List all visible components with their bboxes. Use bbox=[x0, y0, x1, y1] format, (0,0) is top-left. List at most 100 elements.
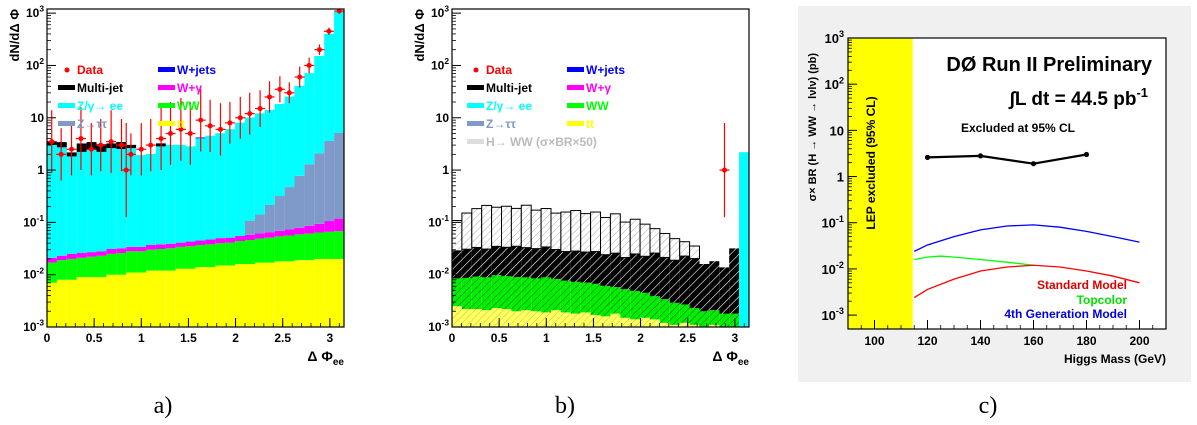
bar-multi-jet bbox=[659, 257, 670, 300]
x-tick-label: 140 bbox=[970, 334, 990, 348]
y-tick-label: 10-3 bbox=[428, 318, 449, 334]
bar-w- bbox=[324, 221, 335, 232]
bar-multi-jet bbox=[471, 247, 482, 277]
data-point bbox=[78, 136, 84, 142]
data-point bbox=[198, 117, 204, 123]
bar-ww bbox=[294, 234, 305, 261]
bar-ww bbox=[541, 277, 551, 313]
legend-swatch bbox=[467, 121, 484, 126]
bar-z-ee bbox=[254, 113, 265, 215]
bar-multi-jet bbox=[610, 253, 621, 288]
data-point bbox=[123, 167, 129, 173]
y-axis-title: dN/dΔ Φ bbox=[412, 9, 427, 62]
data-point bbox=[267, 94, 273, 100]
bar-w- bbox=[294, 227, 305, 235]
bar-ww bbox=[136, 251, 146, 273]
caption-c: c) bbox=[979, 393, 998, 419]
bar-z-ee bbox=[106, 148, 117, 249]
data-point bbox=[721, 167, 727, 173]
bar-ww bbox=[630, 290, 641, 320]
legend-marker bbox=[64, 67, 70, 73]
legend-marker bbox=[473, 67, 479, 73]
legend-swatch bbox=[58, 121, 75, 126]
x-tick-label: 3 bbox=[732, 331, 739, 345]
curve-topcolor bbox=[914, 255, 1034, 266]
bar-ww bbox=[452, 278, 462, 307]
data-point bbox=[217, 126, 223, 132]
bar-ww bbox=[560, 280, 571, 313]
bar-tt bbox=[264, 262, 275, 327]
bar-w- bbox=[126, 246, 137, 252]
bar-tt bbox=[590, 314, 601, 327]
data-point bbox=[286, 90, 292, 96]
bar-ww bbox=[47, 262, 57, 283]
bar-ww bbox=[669, 302, 680, 325]
legend-label: H→ WW (σ×BR×50) bbox=[486, 135, 597, 149]
data-point bbox=[49, 139, 55, 145]
excluded-annotation: Excluded at 95% CL bbox=[961, 121, 1075, 135]
bar-ww bbox=[284, 235, 295, 262]
bar-w- bbox=[76, 252, 87, 258]
bar-tt bbox=[126, 272, 137, 327]
bar-w- bbox=[314, 223, 325, 233]
y-tick-label: 10-2 bbox=[23, 265, 44, 281]
bar-z- bbox=[324, 140, 335, 222]
bar-z-ee bbox=[185, 146, 196, 242]
legend-swatch bbox=[158, 85, 175, 90]
bar-multi-jet bbox=[719, 267, 730, 314]
bar-ww bbox=[491, 275, 502, 309]
bar-h-ww-br-50- bbox=[461, 212, 473, 250]
bar-tt bbox=[155, 270, 166, 327]
bar-tt bbox=[491, 308, 502, 327]
bar-z-ee bbox=[284, 96, 295, 188]
bar-multi-jet bbox=[709, 261, 720, 311]
bar-tt bbox=[471, 309, 482, 327]
bar-multi-jet bbox=[600, 254, 611, 286]
data-point bbox=[158, 136, 164, 142]
bar-z- bbox=[294, 175, 305, 228]
bar-tt bbox=[560, 312, 571, 327]
bar-multi-jet bbox=[689, 258, 700, 309]
data-point bbox=[247, 111, 253, 117]
bar-tt bbox=[452, 306, 462, 327]
bar-tt bbox=[570, 313, 581, 327]
bar-z-ee bbox=[56, 147, 67, 256]
bar-ww bbox=[146, 249, 156, 271]
bar-multi-jet bbox=[650, 253, 660, 297]
legend-swatch bbox=[567, 85, 584, 90]
bar-h-ww-br-50- bbox=[501, 205, 512, 248]
legend-label: WW bbox=[586, 99, 609, 113]
bar-ww bbox=[531, 278, 542, 312]
legend-label: tt bbox=[177, 117, 185, 131]
bar-ww bbox=[66, 258, 77, 280]
data-point bbox=[187, 131, 193, 137]
bar-multi-jet bbox=[541, 246, 551, 278]
data-point bbox=[227, 120, 233, 126]
bar-z-ee bbox=[739, 152, 749, 327]
limit-marker bbox=[977, 153, 984, 159]
x-tick-label: 3 bbox=[327, 331, 334, 345]
y-tick-label: 103 bbox=[824, 29, 844, 46]
bar-z- bbox=[254, 214, 265, 234]
caption-a: a) bbox=[154, 393, 173, 419]
bar-h-ww-br-50- bbox=[520, 204, 532, 249]
bar-h-ww-br-50- bbox=[491, 206, 503, 247]
bar-z-ee bbox=[215, 133, 226, 239]
bar-tt bbox=[620, 317, 631, 327]
bar-ww bbox=[521, 277, 532, 311]
bar-w- bbox=[274, 230, 285, 237]
bar-h-ww-br-50- bbox=[639, 223, 651, 257]
bar-tt bbox=[659, 322, 670, 327]
x-axis-title: Δ Φee bbox=[712, 348, 749, 368]
data-point bbox=[58, 151, 64, 157]
bar-w- bbox=[284, 229, 295, 236]
x-tick-label: 200 bbox=[1129, 334, 1149, 348]
y-tick-label: 103 bbox=[431, 4, 449, 20]
bar-ww bbox=[205, 244, 216, 268]
bar-h-ww-br-50- bbox=[550, 212, 562, 251]
bar-tt bbox=[521, 310, 532, 327]
bar-tt bbox=[461, 309, 472, 327]
bar-ww bbox=[620, 289, 631, 318]
bar-h-ww-br-50- bbox=[510, 207, 522, 247]
bar-h-ww-br-50- bbox=[540, 208, 552, 248]
